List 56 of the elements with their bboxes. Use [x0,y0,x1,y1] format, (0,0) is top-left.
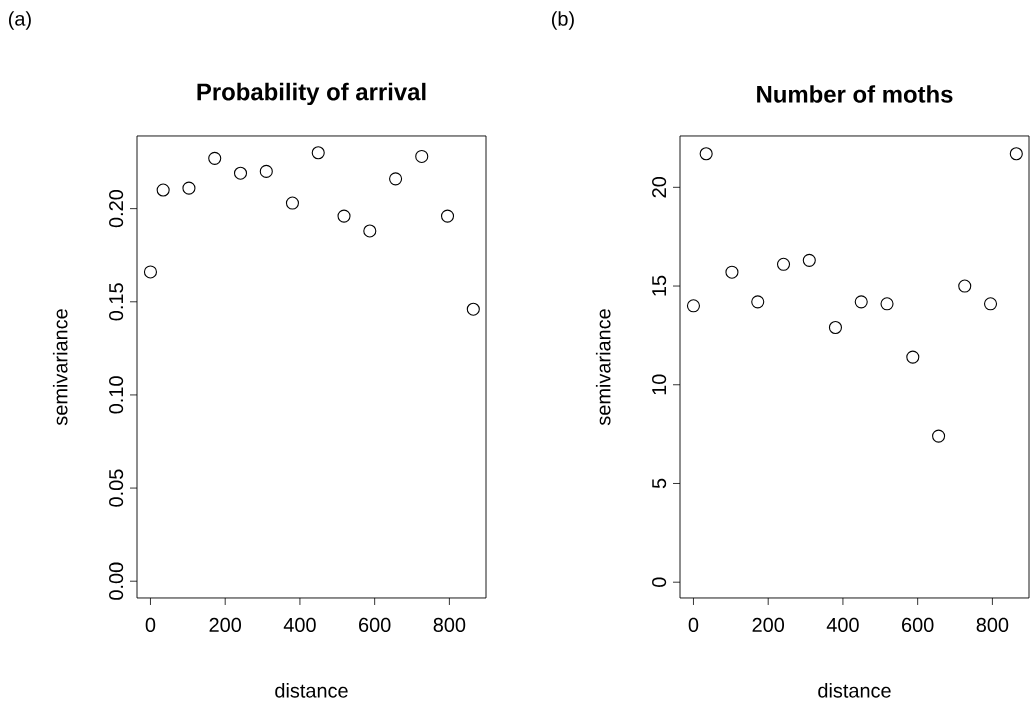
x-tick-label: 800 [433,617,466,632]
x-tick-label: 0 [688,617,699,632]
y-tick-label: 0.15 [109,283,124,321]
y-tick-label: 15 [652,275,667,296]
x-tick-label: 200 [752,617,785,632]
point [389,172,403,186]
point [880,297,894,311]
chart-title: Number of moths [757,85,953,103]
point [311,146,325,160]
x-axis-title: distance [275,683,348,698]
y-tick-label: 0.05 [109,469,124,507]
point [182,181,196,195]
y-tick-label: 0 [652,577,667,587]
point [363,224,377,238]
point [337,209,351,223]
x-tick-label: 600 [359,617,391,632]
y-tick-label: 20 [652,177,667,198]
x-tick-label: 0 [145,617,156,632]
point [415,149,429,164]
point [751,295,765,309]
point [699,147,713,161]
chart-title: Probability of arrival [197,82,426,106]
text: (b) [551,11,574,30]
point [208,151,222,165]
point [285,196,299,210]
point [233,166,248,180]
y-axis-title: semivariance [52,309,68,426]
y-axis-title: semivariance [595,309,611,426]
point [686,299,701,313]
x-tick-label: 600 [902,617,934,632]
y-tick-label: 0.20 [109,190,124,228]
point [932,429,946,443]
point [906,350,920,364]
point [725,265,739,279]
y-tick-label: 0.00 [109,562,124,600]
x-tick-label: 400 [283,617,316,632]
y-tick-label: 10 [652,374,667,395]
x-tick-label: 800 [976,617,1009,632]
text: (a) [8,11,31,30]
point [466,302,480,316]
point [958,279,972,293]
point [854,295,868,309]
point [156,183,170,197]
point [776,257,791,271]
y-tick-label: 0.10 [109,376,124,414]
y-tick-label: 5 [652,478,667,489]
point [143,265,158,279]
x-tick-label: 400 [826,617,859,632]
x-tick-label: 200 [209,617,242,632]
point [828,320,843,335]
point [440,209,455,223]
point [802,253,816,267]
point [983,297,998,311]
x-axis-title: distance [818,683,891,698]
point [1009,147,1023,161]
point [259,164,273,178]
